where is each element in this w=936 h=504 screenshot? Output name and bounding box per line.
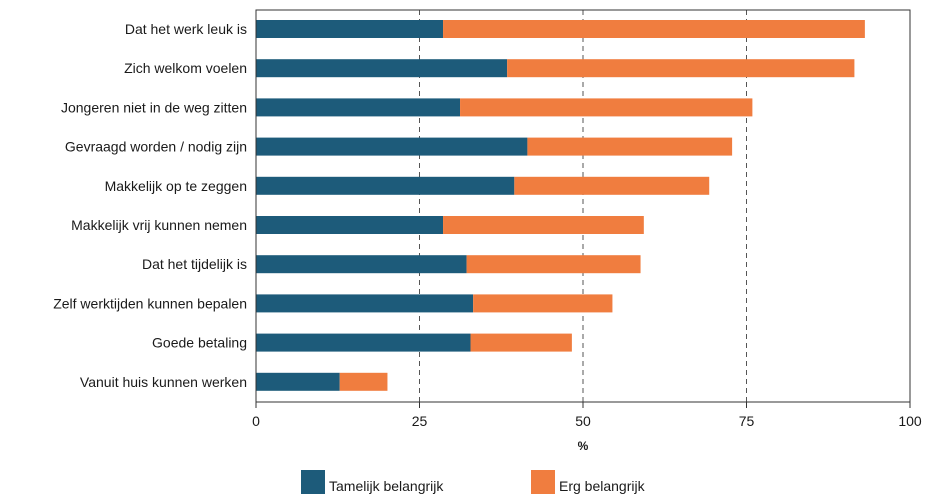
category-label: Dat het tijdelijk is: [142, 256, 247, 272]
bar-tamelijk-3: [256, 137, 528, 156]
category-label: Makkelijk op te zeggen: [105, 178, 247, 194]
bar-tamelijk-9: [256, 372, 340, 391]
category-label: Dat het werk leuk is: [125, 21, 247, 37]
category-label: Zelf werktijden kunnen bepalen: [53, 295, 247, 311]
legend-swatch-tamelijk: [301, 470, 325, 494]
x-tick-label: 100: [898, 413, 922, 429]
bar-erg-5: [443, 216, 644, 234]
legend-label-erg: Erg belangrijk: [559, 478, 646, 494]
bar-erg-1: [507, 59, 855, 78]
bars: [256, 20, 865, 391]
bar-tamelijk-6: [256, 255, 467, 274]
legend-label-tamelijk: Tamelijk belangrijk: [329, 478, 444, 494]
category-label: Goede betaling: [152, 335, 247, 351]
bar-tamelijk-1: [256, 59, 508, 78]
category-label: Gevraagd worden / nodig zijn: [65, 139, 247, 155]
category-label: Makkelijk vrij kunnen nemen: [71, 217, 247, 233]
category-label: Zich welkom voelen: [124, 60, 247, 76]
category-label: Jongeren niet in de weg zitten: [61, 99, 247, 115]
bar-tamelijk-5: [256, 216, 444, 234]
x-tick-label: 0: [252, 413, 260, 429]
bar-tamelijk-7: [256, 294, 474, 313]
bar-erg-8: [470, 333, 572, 352]
bar-erg-0: [443, 20, 865, 38]
bar-erg-7: [473, 294, 613, 313]
legend-swatch-erg: [531, 470, 555, 494]
legend: Tamelijk belangrijk Erg belangrijk: [301, 470, 646, 494]
bar-erg-4: [514, 176, 710, 195]
bar-tamelijk-4: [256, 176, 515, 195]
bar-tamelijk-0: [256, 20, 444, 38]
category-label: Vanuit huis kunnen werken: [80, 374, 247, 390]
axes: 0 25 50 75 100%: [252, 9, 922, 453]
x-tick-label: 75: [739, 413, 755, 429]
bar-erg-2: [460, 98, 753, 117]
x-tick-label: 25: [412, 413, 428, 429]
x-tick-label: 50: [575, 413, 591, 429]
bar-tamelijk-2: [256, 98, 461, 117]
bar-erg-9: [339, 372, 388, 391]
bar-erg-3: [527, 137, 733, 156]
bar-tamelijk-8: [256, 333, 471, 352]
bar-erg-6: [466, 255, 641, 274]
category-labels: Dat het werk leuk is Zich welkom voelen Jo…: [53, 21, 247, 390]
x-axis-title: %: [578, 439, 589, 453]
